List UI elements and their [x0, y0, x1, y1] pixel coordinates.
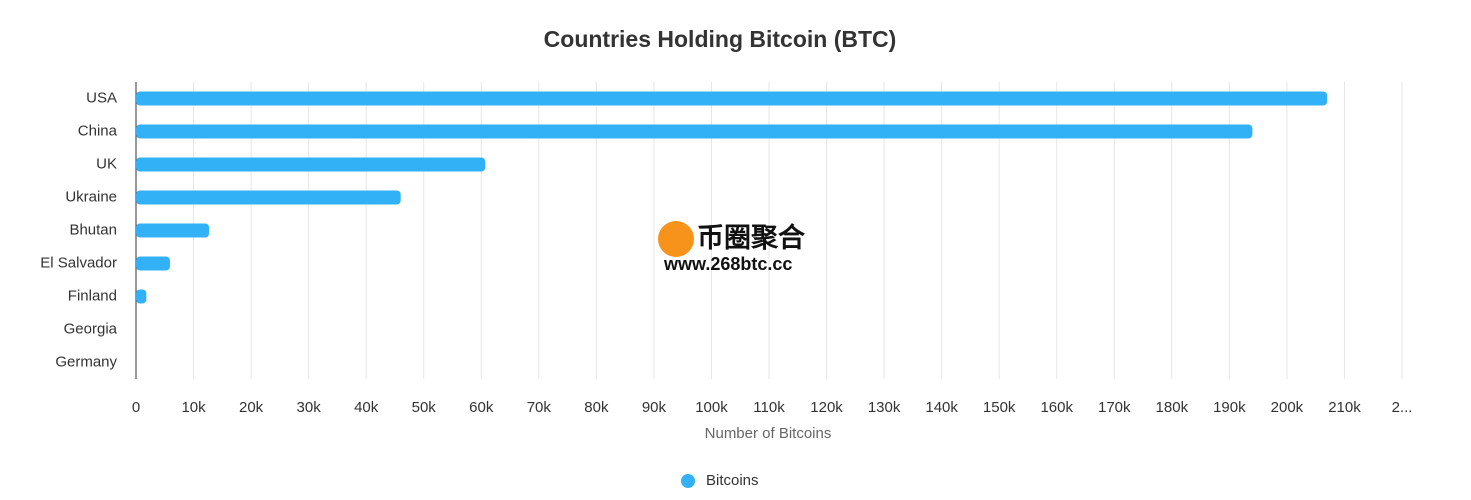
- x-tick-label: 130k: [868, 399, 901, 416]
- watermark: 币圈聚合 www.268btc.cc: [658, 221, 805, 274]
- y-tick-label: Georgia: [64, 320, 118, 337]
- x-tick-label: 120k: [810, 399, 843, 416]
- bar: [136, 190, 401, 205]
- x-tick-label: 10k: [181, 399, 206, 416]
- x-tick-label: 140k: [925, 399, 958, 416]
- x-tick-label: 40k: [354, 399, 379, 416]
- x-tick-label: 180k: [1156, 399, 1189, 416]
- x-tick-label: 110k: [753, 399, 785, 416]
- y-tick-label: UK: [96, 155, 117, 172]
- legend-label: Bitcoins: [706, 472, 759, 489]
- x-tick-label: 60k: [469, 399, 494, 416]
- y-tick-label: Germany: [55, 353, 117, 370]
- y-tick-label: China: [78, 122, 118, 139]
- x-tick-label: 50k: [412, 399, 437, 416]
- x-tick-label: 160k: [1040, 399, 1073, 416]
- x-tick-label: 170k: [1098, 399, 1131, 416]
- x-tick-label: 210k: [1328, 399, 1361, 416]
- x-tick-label: 30k: [297, 399, 322, 416]
- x-tick-label: 200k: [1271, 399, 1304, 416]
- watermark-logo: [658, 221, 694, 257]
- legend-marker: [681, 474, 695, 488]
- x-tick-label: 0: [132, 399, 140, 416]
- x-tick-label: 100k: [695, 399, 728, 416]
- bar: [136, 223, 210, 238]
- chart-title: Countries Holding Bitcoin (BTC): [544, 26, 897, 52]
- x-tick-label: 90k: [642, 399, 667, 416]
- bar: [136, 289, 147, 304]
- bar: [136, 124, 1253, 139]
- y-tick-label: Finland: [68, 287, 117, 304]
- bar: [136, 256, 170, 271]
- x-tick-label: 70k: [527, 399, 552, 416]
- x-axis-title: Number of Bitcoins: [705, 425, 832, 442]
- y-tick-label: Ukraine: [65, 188, 117, 205]
- watermark-url: www.268btc.cc: [663, 254, 792, 274]
- x-tick-label: 20k: [239, 399, 264, 416]
- y-tick-label: USA: [86, 89, 117, 106]
- watermark-name: 币圈聚合: [697, 222, 805, 253]
- bar: [136, 157, 486, 172]
- x-tick-label: 150k: [983, 399, 1016, 416]
- y-tick-label: Bhutan: [69, 221, 117, 238]
- x-tick-label: 2...: [1392, 399, 1413, 416]
- bar: [136, 91, 1328, 106]
- y-tick-label: El Salvador: [40, 254, 117, 271]
- x-tick-label: 80k: [584, 399, 609, 416]
- x-tick-label: 190k: [1213, 399, 1246, 416]
